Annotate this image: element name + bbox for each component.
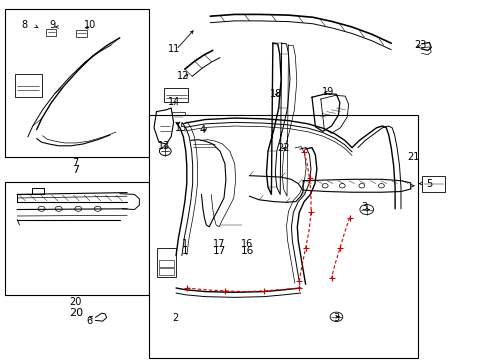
- Text: 20: 20: [69, 308, 82, 318]
- Bar: [190, 138, 217, 151]
- Bar: [163, 88, 188, 102]
- Bar: [421, 176, 444, 192]
- Text: 21: 21: [406, 152, 419, 162]
- Text: 19: 19: [321, 87, 333, 97]
- Bar: [5, 182, 149, 295]
- Text: 18: 18: [269, 89, 282, 99]
- Bar: [149, 115, 417, 358]
- Bar: [159, 260, 174, 267]
- Text: 2: 2: [172, 312, 178, 323]
- Text: 3: 3: [361, 202, 366, 212]
- Text: 16: 16: [240, 239, 253, 249]
- Bar: [172, 112, 184, 122]
- Bar: [15, 74, 41, 97]
- Text: 22: 22: [277, 143, 289, 153]
- Text: 9: 9: [50, 20, 56, 30]
- Text: 1: 1: [181, 246, 188, 256]
- Text: 6: 6: [86, 316, 92, 326]
- Text: 4: 4: [200, 125, 205, 135]
- Text: 7: 7: [72, 165, 79, 175]
- Text: 3: 3: [333, 312, 339, 323]
- Text: 1: 1: [182, 239, 187, 249]
- Text: 17: 17: [212, 246, 225, 256]
- Text: 5: 5: [426, 179, 431, 189]
- Bar: [168, 135, 276, 239]
- Text: 20: 20: [69, 297, 82, 307]
- Text: 23: 23: [413, 40, 426, 50]
- Text: 16: 16: [240, 246, 253, 256]
- Text: 17: 17: [212, 239, 225, 249]
- Text: 8: 8: [21, 20, 27, 30]
- Text: 13: 13: [157, 141, 170, 151]
- Text: 11: 11: [167, 44, 180, 54]
- Bar: [159, 268, 174, 275]
- Bar: [76, 30, 87, 37]
- Text: 14: 14: [167, 96, 180, 107]
- Text: 15: 15: [174, 123, 187, 133]
- Bar: [157, 248, 176, 277]
- Text: 10: 10: [84, 20, 97, 30]
- Text: 7: 7: [73, 158, 79, 168]
- Bar: [217, 217, 244, 232]
- Text: 12: 12: [177, 71, 189, 81]
- Bar: [46, 29, 56, 36]
- Bar: [5, 9, 149, 157]
